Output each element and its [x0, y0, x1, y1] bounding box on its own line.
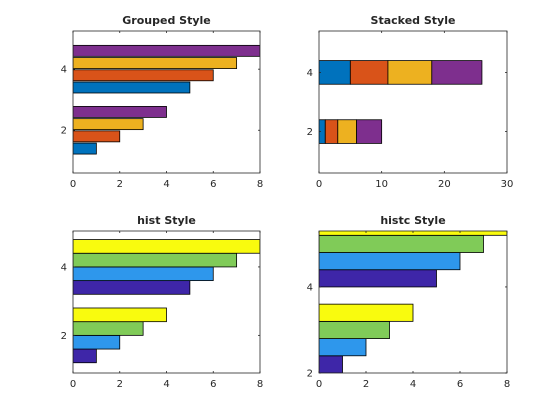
bar	[73, 321, 144, 336]
y-tick-label: 4	[61, 262, 67, 273]
y-tick-label: 4	[61, 65, 67, 76]
axes-hist-style: 0 2 4 6 8 2 4 hist Style	[61, 214, 264, 390]
x-tick-label: 4	[163, 179, 169, 190]
chart-title-hist: hist Style	[137, 214, 196, 227]
axes-stacked-style: 0 10 20 30 2 4 Stacked Style	[307, 14, 514, 190]
bar	[319, 252, 461, 271]
axes-box	[318, 30, 508, 174]
y-tick-label: 2	[61, 126, 67, 137]
x-tick-label: 8	[257, 179, 263, 190]
bar	[73, 348, 97, 364]
bar	[356, 119, 383, 144]
bar	[73, 252, 238, 268]
bar	[73, 280, 191, 295]
chart-title-histc: histc Style	[380, 214, 445, 227]
x-tick-label: 0	[316, 179, 322, 190]
x-tick-label: 2	[363, 379, 369, 390]
chart-title-stacked: Stacked Style	[371, 14, 456, 27]
bar	[73, 106, 167, 118]
bar	[349, 60, 389, 85]
x-tick-label: 8	[257, 379, 263, 390]
bar	[431, 60, 483, 85]
bar	[319, 338, 367, 357]
bar	[73, 266, 214, 282]
bar	[73, 307, 167, 323]
bars	[319, 60, 483, 144]
axes-background	[319, 31, 507, 173]
x-tick-label: 30	[501, 179, 514, 190]
y-tick-label: 4	[307, 68, 313, 79]
x-tick-label: 6	[457, 379, 463, 390]
x-tick-label: 4	[163, 379, 169, 390]
y-tick-label: 2	[61, 331, 67, 342]
bar	[319, 303, 414, 322]
bar	[319, 60, 351, 85]
bar	[337, 119, 357, 144]
bar	[73, 81, 191, 94]
x-tick-label: 2	[117, 179, 123, 190]
bars	[319, 231, 507, 373]
bar	[319, 231, 507, 236]
bar	[319, 269, 437, 288]
x-tick-label: 20	[438, 179, 451, 190]
axes-grouped-style: 0 2 4 6 8 2 4 Grouped Style	[61, 14, 264, 190]
bar	[319, 234, 484, 253]
bar	[319, 355, 343, 373]
bar	[319, 320, 390, 339]
x-tick-label: 4	[410, 379, 416, 390]
x-tick-label: 8	[504, 379, 510, 390]
bar	[73, 44, 260, 57]
x-tick-label: 0	[70, 379, 76, 390]
y-tick-label: 2	[307, 369, 313, 380]
chart-title-grouped: Grouped Style	[122, 14, 210, 27]
x-tick-label: 6	[210, 379, 216, 390]
bars	[73, 239, 260, 364]
x-tick-label: 0	[316, 379, 322, 390]
bar	[73, 118, 144, 131]
x-tick-label: 2	[117, 379, 123, 390]
y-tick-label: 4	[307, 282, 313, 293]
bars	[73, 44, 260, 155]
y-tick-label: 2	[307, 127, 313, 138]
bar	[73, 334, 121, 350]
x-tick-label: 6	[210, 179, 216, 190]
x-tick-label: 10	[375, 179, 388, 190]
bar	[387, 60, 433, 85]
bar	[73, 69, 214, 82]
bar	[324, 119, 339, 144]
bar	[73, 130, 121, 143]
bar	[73, 57, 238, 69]
bar	[73, 239, 260, 254]
x-tick-label: 0	[70, 179, 76, 190]
bar	[73, 142, 97, 155]
